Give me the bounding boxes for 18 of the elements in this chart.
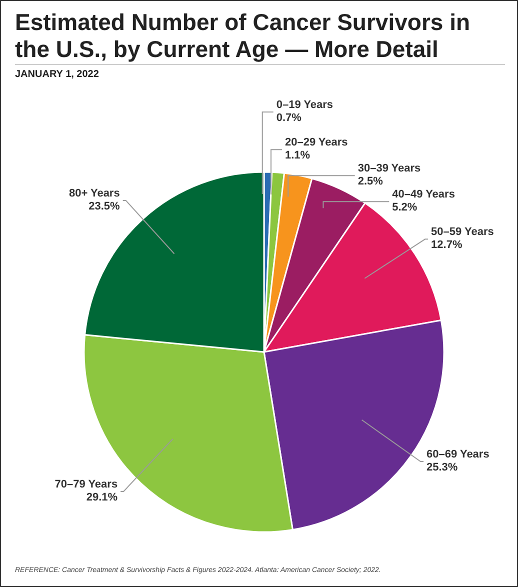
- data-label: 1.1%: [284, 150, 310, 162]
- slice-label: 40–49 Years: [392, 188, 455, 201]
- data-label: 5.2%: [392, 202, 418, 214]
- data-label: 23.5%: [88, 200, 120, 212]
- data-label: 29.1%: [86, 491, 118, 504]
- data-label: 25.3%: [426, 462, 458, 474]
- data-label: 12.7%: [431, 239, 462, 252]
- slice-label: 60–69 Years: [426, 448, 490, 461]
- chart-title: Estimated Number of Cancer Survivors in the U.S., by Current Age — More Detail: [15, 9, 472, 63]
- slice-label: 70–79 Years: [54, 478, 118, 490]
- slice-label: 50–59 Years: [431, 226, 494, 238]
- slice-label: 20–29 Years: [284, 136, 348, 149]
- slice-label: 30–39 Years: [358, 162, 421, 175]
- slice-label: 80+ Years: [68, 187, 120, 200]
- data-label: 2.5%: [358, 176, 384, 188]
- chart-subtitle: JANUARY 1, 2022: [15, 69, 99, 80]
- data-label: 0.7%: [276, 112, 302, 124]
- slice-label: 0–19 Years: [276, 99, 334, 111]
